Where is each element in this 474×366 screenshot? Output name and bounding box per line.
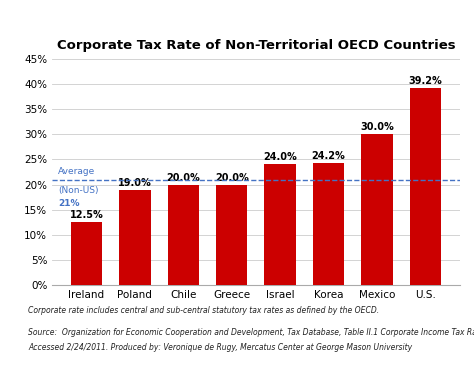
Bar [264,164,296,285]
Text: 19.0%: 19.0% [118,178,152,188]
Bar [313,164,345,285]
Bar [119,190,151,285]
Text: 30.0%: 30.0% [360,122,394,132]
Text: Source:  Organization for Economic Cooperation and Development, Tax Database, Ta: Source: Organization for Economic Cooper… [28,328,474,337]
Text: Accessed 2/24/2011. Produced by: Veronique de Rugy, Mercatus Center at George Ma: Accessed 2/24/2011. Produced by: Veroniq… [28,343,412,351]
Text: 20.0%: 20.0% [215,173,249,183]
Bar [216,184,247,285]
Title: Corporate Tax Rate of Non-Territorial OECD Countries: Corporate Tax Rate of Non-Territorial OE… [57,39,455,52]
Text: 20.0%: 20.0% [166,173,200,183]
Text: 21%: 21% [58,199,80,208]
Text: 24.0%: 24.0% [263,152,297,163]
Bar [71,223,102,285]
Text: 24.2%: 24.2% [312,152,346,161]
Bar [410,88,441,285]
Text: Average: Average [58,167,95,176]
Bar [167,184,199,285]
Text: 12.5%: 12.5% [70,210,103,220]
Text: (Non-US): (Non-US) [58,186,99,195]
Bar [361,134,393,285]
Text: 39.2%: 39.2% [409,76,442,86]
Text: Corporate rate includes central and sub-central statutory tax rates as defined b: Corporate rate includes central and sub-… [28,306,380,315]
